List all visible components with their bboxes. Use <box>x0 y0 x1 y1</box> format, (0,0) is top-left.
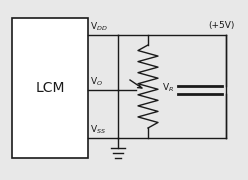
Text: LCM: LCM <box>35 81 65 95</box>
Bar <box>12 18 88 158</box>
Text: V$_{O}$: V$_{O}$ <box>90 75 103 88</box>
Text: (+5V): (+5V) <box>208 21 234 30</box>
Text: V$_{DD}$: V$_{DD}$ <box>90 21 108 33</box>
Text: V$_{R}$: V$_{R}$ <box>162 82 174 94</box>
Text: V$_{SS}$: V$_{SS}$ <box>90 123 106 136</box>
